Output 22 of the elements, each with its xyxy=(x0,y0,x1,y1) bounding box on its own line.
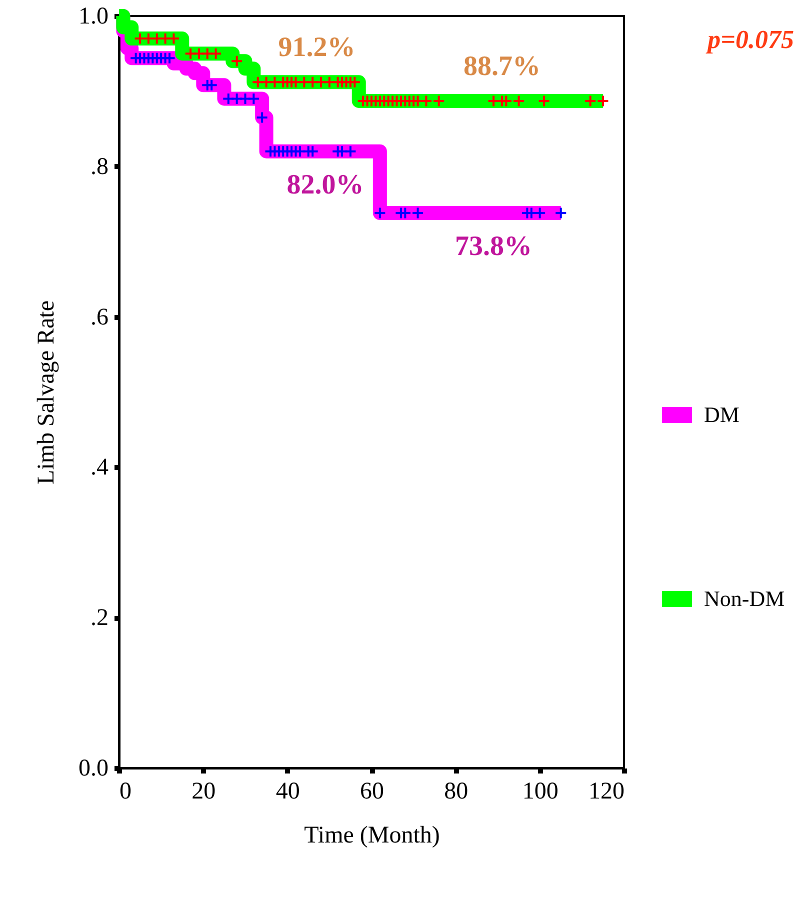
x-tick-label: 120 xyxy=(588,778,624,804)
y-tick-label: .8 xyxy=(90,154,108,180)
annotation: 82.0% xyxy=(286,169,364,200)
x-axis-title: Time (Month) xyxy=(304,822,440,848)
y-tick-label: .2 xyxy=(90,605,108,632)
x-tick-label: 60 xyxy=(360,778,384,804)
x-tick-label: 100 xyxy=(522,778,558,804)
x-tick-label: 0 xyxy=(120,778,132,804)
x-tick-label: 20 xyxy=(192,778,216,804)
y-tick-label: .6 xyxy=(90,304,108,330)
annotation: 91.2% xyxy=(278,32,356,64)
legend-label: DM xyxy=(704,402,740,427)
y-tick-label: .4 xyxy=(90,454,108,481)
legend-label: Non-DM xyxy=(704,586,785,611)
y-tick-label: 1.0 xyxy=(78,4,108,30)
annotation: 88.7% xyxy=(463,50,540,82)
y-tick-label: 0.0 xyxy=(78,756,108,782)
text: p=0.075 xyxy=(706,25,794,54)
x-tick-label: 40 xyxy=(276,778,300,804)
x-tick-label: 80 xyxy=(444,778,468,804)
annotation: 73.8% xyxy=(455,231,532,262)
y-axis-title: Limb Salvage Rate xyxy=(34,300,60,484)
